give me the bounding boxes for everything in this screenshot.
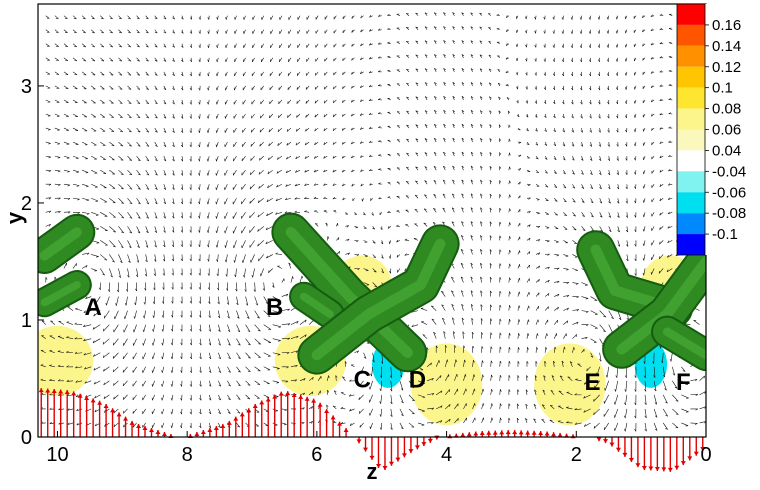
colorbar-label: 0.14 (712, 38, 741, 55)
wall-velocity-arrow (616, 437, 621, 452)
colorbar-label: 0.04 (712, 142, 741, 159)
wall-velocity-arrow (674, 437, 679, 470)
colorbar-label: -0.08 (712, 205, 746, 222)
wall-velocity-arrow (681, 437, 686, 465)
colorbar-label: 0.1 (712, 80, 733, 97)
wall-velocity-arrow (687, 437, 692, 460)
colorbar-swatch (677, 109, 705, 130)
wall-velocity-arrow (629, 437, 634, 462)
colorbar-swatch (677, 130, 705, 151)
wall-velocity-arrow (622, 437, 627, 457)
x-tick-label: 0 (700, 444, 711, 466)
wall-velocity-arrow (382, 437, 387, 470)
wall-velocity-arrow (402, 437, 407, 457)
wall-velocity-arrow (661, 437, 666, 471)
colorbar-label: 0.16 (712, 17, 741, 34)
colorbar-label: -0.1 (712, 226, 738, 243)
contour-region (103, 273, 259, 332)
y-tick-label: 2 (21, 193, 32, 215)
colorbar-label: 0.08 (712, 101, 741, 118)
wall-velocity-arrow (415, 437, 420, 449)
x-axis-label: z (367, 459, 378, 484)
wall-velocity-arrow (363, 437, 368, 452)
point-label-d: D (409, 366, 426, 393)
x-tick-label: 4 (441, 444, 452, 466)
colorbar-swatch (677, 150, 705, 171)
wall-velocity-arrow (370, 437, 375, 460)
wall-velocity-arrow (642, 437, 647, 470)
wall-velocity-arrow (357, 437, 362, 443)
point-label-e: E (584, 369, 600, 396)
colorbar-label: -0.06 (712, 184, 746, 201)
point-label-c: C (354, 366, 371, 393)
wall-velocity-arrow (694, 437, 699, 456)
wall-velocity-arrow (635, 437, 640, 467)
wall-velocity-arrow (596, 437, 601, 441)
x-tick-label: 10 (46, 444, 68, 466)
colorbar-swatch (677, 192, 705, 213)
point-label-a: A (84, 294, 101, 321)
colorbar-swatch (677, 171, 705, 192)
wall-velocity-arrow (395, 437, 400, 462)
wall-velocity-arrow (428, 437, 433, 443)
x-tick-label: 6 (311, 444, 322, 466)
y-tick-label: 3 (21, 76, 32, 98)
wall-velocity-arrow (655, 437, 660, 471)
colorbar-swatch (677, 67, 705, 88)
wall-velocity-arrow (421, 437, 426, 446)
wall-velocity-arrow (668, 437, 673, 472)
colorbar-label: 0.06 (712, 122, 741, 139)
wall-velocity-arrow (603, 437, 608, 443)
colorbar-label: 0.12 (712, 59, 741, 76)
wall-velocity-arrow (389, 437, 394, 466)
colorbar-swatch (677, 88, 705, 109)
x-tick-label: 2 (571, 444, 582, 466)
colorbar-swatch (677, 213, 705, 234)
wall-velocity-arrow (648, 437, 653, 470)
wall-velocity-arrow (408, 437, 413, 453)
colorbar-swatch (677, 46, 705, 67)
wall-velocity-arrow (609, 437, 614, 447)
point-label-b: B (266, 294, 283, 321)
colorbar-swatch (677, 234, 705, 255)
y-tick-label: 0 (21, 427, 32, 449)
contour-region (22, 326, 93, 396)
colorbar-label: -0.04 (712, 163, 746, 180)
x-tick-label: 8 (182, 444, 193, 466)
colorbar-swatch (677, 25, 705, 46)
colorbar-swatch (677, 4, 705, 25)
y-tick-label: 1 (21, 310, 32, 332)
colorbar-legend: 0.16 0.14 0.12 0.1 0.08 0.06 0.04 -0.04 -0.06 -0.… (677, 4, 760, 255)
point-label-f: F (676, 369, 691, 396)
y-axis-label: y (2, 211, 27, 224)
